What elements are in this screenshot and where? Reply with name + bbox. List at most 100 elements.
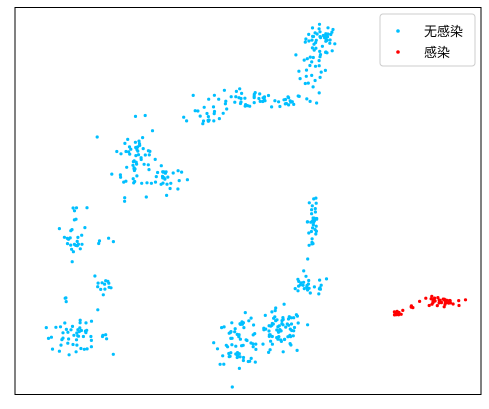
point-series-0-cluster-9 [57,349,62,353]
point-series-0-cluster-2 [270,105,274,109]
point-series-0-cluster-13 [282,302,286,306]
point-series-0-cluster-12 [312,285,316,289]
point-series-0-cluster-13 [270,342,274,346]
point-series-0-cluster-4 [134,160,138,164]
point-series-0-cluster-13 [268,333,272,337]
point-series-0-cluster-13 [270,334,274,339]
point-series-0-cluster-11 [314,229,318,233]
point-series-0-cluster-14 [243,311,247,315]
point-series-0-cluster-14 [230,385,234,389]
point-series-0-cluster-14 [221,354,225,358]
point-series-0-cluster-12 [306,288,310,292]
point-series-0-cluster-2 [233,100,237,104]
point-series-0-cluster-13 [270,310,274,314]
point-series-0-cluster-13 [281,350,285,354]
point-series-0-cluster-6 [69,243,73,247]
point-series-0-cluster-9 [78,318,82,322]
point-series-0-cluster-2 [224,99,228,103]
point-series-0-cluster-6 [78,247,82,251]
point-series-0-cluster-2 [253,91,257,95]
point-series-0-cluster-0 [326,35,330,39]
point-series-0-cluster-0 [325,38,329,43]
point-series-0-cluster-11 [314,201,318,205]
point-series-0-cluster-1 [306,81,310,85]
point-series-0-cluster-2 [257,96,261,101]
point-series-0-cluster-12 [297,284,301,288]
point-series-0-cluster-1 [318,75,322,79]
point-series-0-cluster-14 [218,362,222,366]
point-series-0-cluster-9 [64,327,68,331]
point-series-1-cluster-0 [438,298,442,302]
point-series-0-cluster-13 [276,330,281,334]
point-series-0-cluster-9 [67,353,71,357]
point-series-0-cluster-9 [63,321,67,325]
point-series-0-cluster-6 [74,217,78,221]
point-series-0-cluster-0 [313,31,317,35]
point-series-0-cluster-1 [317,91,321,95]
point-series-0-cluster-14 [229,336,233,340]
point-series-0-cluster-9 [75,343,79,347]
point-series-0-cluster-1 [302,58,306,62]
point-series-0-cluster-4 [144,195,148,199]
point-series-0-cluster-4 [139,157,143,162]
point-series-0-cluster-13 [280,319,284,323]
point-series-0-cluster-7 [107,236,111,240]
point-series-0-cluster-6 [85,206,89,210]
point-series-0-cluster-4 [146,163,150,167]
point-series-0-cluster-2 [277,100,281,104]
point-series-1-cluster-0 [424,296,428,300]
point-series-0-cluster-3 [212,112,216,116]
point-series-0-cluster-0 [307,39,311,43]
point-series-0-cluster-2 [252,101,256,105]
point-series-0-cluster-9 [82,347,86,351]
point-series-0-cluster-6 [65,242,70,246]
point-series-0-cluster-5 [147,168,151,172]
point-series-0-cluster-13 [254,342,258,346]
point-series-0-cluster-14 [230,321,234,325]
point-series-0-cluster-1 [318,53,323,57]
point-series-0-cluster-6 [71,250,75,254]
point-series-0-cluster-9 [59,343,63,347]
point-series-0-cluster-12 [307,278,311,283]
point-series-0-cluster-1 [311,85,315,89]
point-series-0-cluster-2 [229,95,233,99]
point-series-0-cluster-2 [239,96,243,101]
point-series-0-cluster-4 [150,129,155,133]
point-series-0-cluster-13 [274,306,278,310]
point-series-0-cluster-0 [330,49,334,53]
point-series-0-cluster-3 [193,109,197,113]
point-series-0-cluster-1 [317,59,321,63]
point-series-0-cluster-0 [320,44,324,48]
point-series-0-cluster-2 [234,89,238,93]
point-series-0-cluster-6 [80,242,84,246]
point-series-0-cluster-13 [291,334,295,338]
point-series-0-cluster-2 [243,96,247,100]
point-series-0-cluster-13 [277,324,281,328]
point-series-1-cluster-2 [409,304,413,308]
point-series-0-cluster-6 [80,233,84,237]
point-series-0-cluster-9 [72,333,76,337]
point-series-0-cluster-1 [308,55,312,59]
legend-box [379,13,476,67]
point-series-0-cluster-10 [64,300,68,304]
point-series-0-cluster-8 [107,281,111,285]
point-series-0-cluster-6 [72,209,77,213]
point-series-0-cluster-14 [222,362,226,366]
point-series-0-cluster-13 [277,335,281,339]
point-series-1-cluster-0 [463,298,468,302]
point-series-0-cluster-2 [296,94,300,98]
point-series-0-cluster-11 [310,212,314,216]
point-series-0-cluster-11 [314,232,318,236]
point-series-0-cluster-13 [276,337,280,341]
point-series-0-cluster-3 [205,111,209,116]
point-series-0-cluster-11 [309,229,313,234]
point-series-0-cluster-11 [313,207,317,211]
point-series-0-cluster-11 [310,237,314,241]
point-series-0-cluster-13 [284,325,288,329]
point-series-0-cluster-12 [299,281,303,285]
point-series-0-cluster-11 [306,257,310,261]
point-series-0-cluster-11 [311,223,315,227]
point-series-0-cluster-14 [222,325,226,329]
point-series-0-cluster-4 [141,147,145,151]
